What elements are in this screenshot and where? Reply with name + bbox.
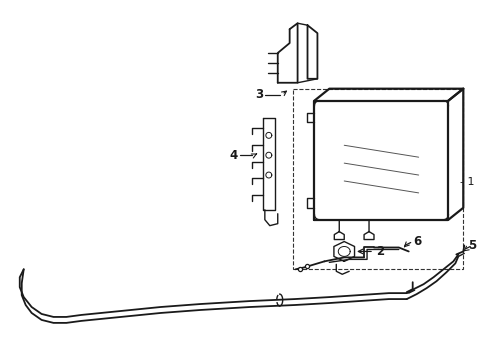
- Text: - 1: - 1: [459, 177, 474, 187]
- Text: 2: 2: [375, 245, 383, 258]
- Bar: [292, 89, 462, 269]
- Text: 3: 3: [254, 88, 263, 101]
- Text: 4: 4: [229, 149, 238, 162]
- Text: 5: 5: [468, 239, 475, 252]
- Text: 6: 6: [413, 235, 421, 248]
